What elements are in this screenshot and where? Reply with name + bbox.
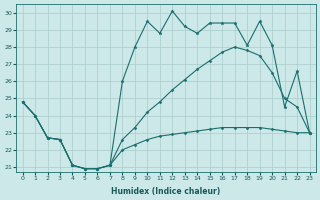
X-axis label: Humidex (Indice chaleur): Humidex (Indice chaleur) <box>111 187 221 196</box>
